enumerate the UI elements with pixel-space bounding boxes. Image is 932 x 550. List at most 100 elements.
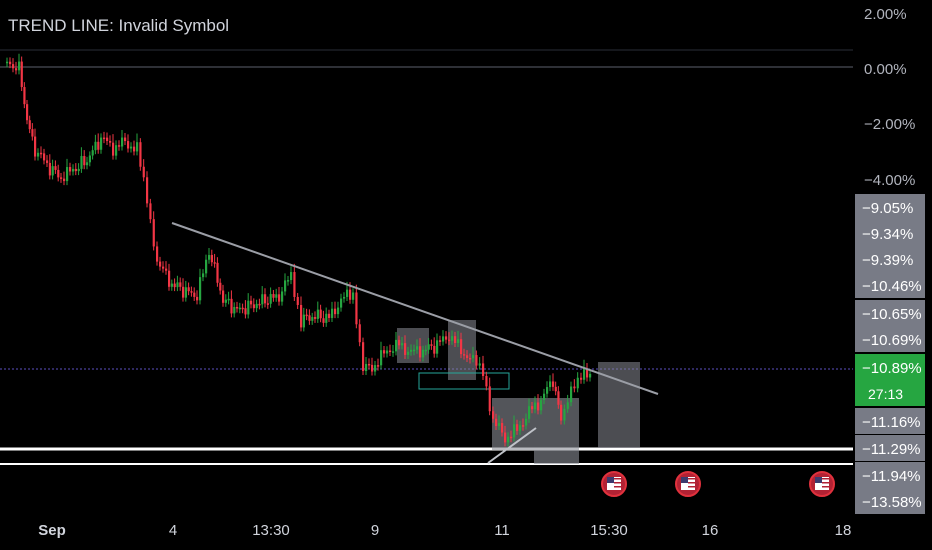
- candle-body: [334, 308, 337, 315]
- candle-body: [485, 375, 488, 387]
- candle-body: [287, 280, 290, 282]
- price-label: −11.94%: [862, 468, 921, 485]
- candle-body: [173, 283, 176, 288]
- candle-body: [488, 386, 491, 412]
- candle-body: [72, 168, 75, 172]
- candle-body: [91, 150, 94, 156]
- candle-body: [374, 365, 377, 372]
- candle-body: [507, 436, 510, 443]
- candle-body: [18, 61, 21, 71]
- price-label: −10.65%: [862, 306, 922, 323]
- price-label: −10.69%: [862, 332, 922, 349]
- candle-body: [478, 363, 481, 366]
- x-tick-label: 15:30: [590, 522, 628, 539]
- candle-body: [176, 282, 179, 288]
- candle-body: [250, 300, 253, 305]
- candle-body: [416, 346, 419, 350]
- candle-body: [296, 296, 299, 305]
- candle-body: [328, 313, 331, 318]
- y-tick-label: −2.00%: [864, 116, 915, 133]
- candle-body: [60, 177, 63, 179]
- candle-body: [193, 292, 196, 297]
- x-tick-label: 16: [702, 522, 719, 539]
- candle-body: [504, 432, 507, 443]
- candle-body: [316, 309, 319, 319]
- x-tick-label: 18: [835, 522, 852, 539]
- candle-body: [358, 324, 361, 343]
- candle-body: [236, 306, 239, 309]
- price-label-bg: [855, 194, 925, 220]
- candle-body: [213, 262, 216, 264]
- price-label-bg: [855, 488, 925, 514]
- candle-body: [149, 203, 152, 220]
- candle-body: [184, 287, 187, 298]
- candle-body: [100, 137, 103, 150]
- candle-body: [146, 177, 149, 204]
- candle-body: [219, 282, 222, 291]
- candle-body: [463, 354, 466, 356]
- candle-body: [586, 368, 589, 378]
- price-label-bg: [855, 300, 925, 326]
- candle-body: [563, 408, 566, 421]
- candle-body: [284, 280, 287, 292]
- candle-body: [6, 61, 9, 64]
- candle-body: [498, 423, 501, 427]
- candle-body: [139, 142, 142, 167]
- candle-body: [540, 400, 543, 411]
- candle-body: [528, 406, 531, 419]
- candle-body: [513, 424, 516, 438]
- candle-body: [451, 336, 454, 341]
- candle-body: [142, 166, 145, 178]
- candle-body: [115, 145, 118, 156]
- candle-body: [576, 377, 579, 389]
- price-label: −10.46%: [862, 278, 922, 295]
- candle-body: [343, 296, 346, 299]
- candle-body: [43, 153, 46, 161]
- candle-body: [331, 308, 334, 318]
- candle-body: [74, 168, 77, 172]
- candle-body: [589, 373, 592, 378]
- candle-body: [224, 299, 227, 303]
- price-label: −13.58%: [862, 494, 922, 511]
- candle-body: [205, 259, 208, 274]
- candle-body: [31, 129, 34, 137]
- candle-body: [112, 142, 115, 156]
- candle-body: [264, 294, 267, 304]
- candle-body: [522, 425, 525, 427]
- candle-body: [109, 141, 112, 143]
- candle-body: [543, 393, 546, 401]
- candle-body: [510, 436, 513, 439]
- candle-body: [57, 169, 60, 178]
- candle-body: [46, 160, 49, 163]
- candle-body: [88, 155, 91, 163]
- candle-body: [9, 61, 12, 65]
- y-tick-label: 2.00%: [864, 6, 907, 23]
- candle-body: [69, 167, 72, 172]
- candle-body: [501, 423, 504, 433]
- candle-body: [179, 282, 182, 287]
- candle-body: [302, 314, 305, 328]
- candle-body: [165, 268, 168, 271]
- y-tick-label: 0.00%: [864, 61, 907, 78]
- candle-body: [199, 277, 202, 301]
- candle-body: [386, 350, 389, 354]
- trend-line-rising: [487, 427, 537, 464]
- candle-body: [222, 290, 225, 303]
- candle-body: [241, 307, 244, 310]
- price-label-bg: [855, 246, 925, 272]
- candle-body: [492, 411, 495, 419]
- candle-body: [152, 219, 155, 247]
- candle-body: [322, 318, 325, 323]
- candle-body: [362, 342, 365, 372]
- candle-body: [583, 368, 586, 380]
- candle-body: [549, 381, 552, 388]
- candle-body: [314, 317, 317, 319]
- candle-body: [552, 381, 555, 387]
- price-label-bg: [855, 462, 925, 488]
- candle-body: [380, 350, 383, 366]
- candle-body: [20, 61, 23, 88]
- candle-body: [187, 287, 190, 292]
- price-label-bg: [855, 326, 925, 352]
- candle-body: [398, 339, 401, 346]
